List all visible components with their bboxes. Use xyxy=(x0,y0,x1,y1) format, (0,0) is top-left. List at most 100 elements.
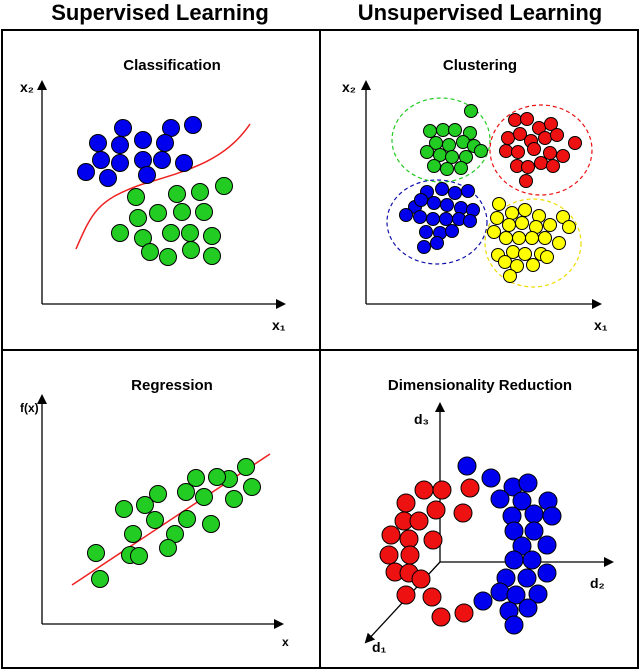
regression-point-green xyxy=(202,515,220,533)
clustering-point-yellow xyxy=(487,225,501,239)
unsupervised-learning-header: Unsupervised Learning xyxy=(357,0,603,25)
dimensionality-point-blue xyxy=(506,585,526,605)
dimensionality-point-red xyxy=(422,587,442,607)
clustering-point-yellow xyxy=(490,211,504,225)
clustering-point-red xyxy=(568,136,582,150)
classification-point-green xyxy=(173,203,191,221)
clustering-point-red xyxy=(544,117,558,131)
clustering-point-yellow xyxy=(498,255,512,269)
clustering-point-blue xyxy=(413,210,427,224)
regression-point-green xyxy=(243,478,261,496)
clustering-point-blue xyxy=(435,182,449,196)
green-cluster-boundary xyxy=(391,97,491,183)
clustering-point-red xyxy=(501,131,515,145)
regression-point-green xyxy=(225,490,243,508)
dimensionality-point-blue xyxy=(537,563,557,583)
classification-point-blue xyxy=(77,163,95,181)
clustering-point-green xyxy=(427,159,441,173)
dimensionality-panel: Dimensionality Reduction d₃ d₂ d₁ xyxy=(364,377,614,655)
clustering-point-yellow xyxy=(510,259,524,273)
classification-point-blue xyxy=(153,151,171,169)
clustering-point-yellow xyxy=(503,269,517,283)
dimensionality-point-blue xyxy=(512,491,532,511)
dimensionality-point-red xyxy=(399,529,419,549)
classification-point-green xyxy=(168,185,186,203)
regression-point-green xyxy=(124,525,142,543)
dimensionality-point-red xyxy=(414,480,434,500)
dimensionality-point-red xyxy=(411,569,431,589)
clustering-point-red xyxy=(546,159,560,173)
dimensionality-point-blue xyxy=(542,506,562,526)
classification-point-blue xyxy=(134,131,152,149)
clustering-point-green xyxy=(464,104,478,118)
d1-label: d₁ xyxy=(372,639,387,655)
classification-point-green xyxy=(191,183,209,201)
regression-point-green xyxy=(130,547,148,565)
regression-title: Regression xyxy=(131,377,213,394)
regression-point-green xyxy=(136,496,154,514)
clustering-point-yellow xyxy=(538,231,552,245)
regression-point-green xyxy=(178,510,196,528)
clustering-point-yellow xyxy=(492,197,506,211)
clustering-point-blue xyxy=(440,198,454,212)
dimensionality-point-red xyxy=(426,500,446,520)
dimensionality-point-blue xyxy=(504,550,524,570)
classification-point-blue xyxy=(111,154,129,172)
clustering-point-red xyxy=(521,160,535,174)
clustering-panel: Clustering x₂ x₁ xyxy=(342,57,608,333)
regression-point-green xyxy=(115,500,133,518)
clustering-point-blue xyxy=(414,193,428,207)
dimensionality-point-blue xyxy=(524,504,544,524)
regression-panel: Regression f(x) x xyxy=(20,377,289,649)
classification-point-blue xyxy=(89,134,107,152)
dimensionality-title: Dimensionality Reduction xyxy=(388,377,572,394)
clustering-point-red xyxy=(543,146,557,160)
clustering-point-blue xyxy=(430,236,444,250)
classification-panel: Classification x₂ x₁ xyxy=(20,57,286,333)
clustering-point-red xyxy=(520,112,534,126)
clustering-point-blue xyxy=(399,208,413,222)
classification-point-blue xyxy=(162,119,180,137)
clustering-point-blue xyxy=(448,186,462,200)
regression-x-label: x xyxy=(282,635,289,649)
dimensionality-point-blue xyxy=(528,584,548,604)
dimensionality-point-blue xyxy=(481,468,501,488)
dimensionality-point-red xyxy=(409,511,429,531)
dimensionality-point-blue xyxy=(504,521,524,541)
clustering-point-green xyxy=(436,123,450,137)
classification-point-blue xyxy=(92,151,110,169)
clustering-point-yellow xyxy=(540,250,554,264)
clustering-point-blue xyxy=(419,225,433,239)
dimensionality-point-blue xyxy=(457,456,477,476)
clustering-point-green xyxy=(420,145,434,159)
blue-cluster-boundary xyxy=(386,179,488,265)
classification-point-green xyxy=(195,203,213,221)
dimensionality-points xyxy=(379,456,562,635)
regression-point-green xyxy=(187,469,205,487)
regression-point-green xyxy=(87,544,105,562)
clustering-point-yellow xyxy=(518,247,532,261)
clustering-point-red xyxy=(511,145,525,159)
clustering-point-yellow xyxy=(499,231,513,245)
classification-point-blue xyxy=(111,136,129,154)
dimensionality-point-red xyxy=(396,493,416,513)
d3-label: d₃ xyxy=(414,411,429,427)
clustering-point-blue xyxy=(463,214,477,228)
classification-point-blue xyxy=(156,134,174,152)
decision-boundary-curve xyxy=(75,123,251,250)
regression-point-green xyxy=(159,539,177,557)
dimensionality-point-blue xyxy=(522,550,542,570)
clustering-point-yellow xyxy=(515,216,529,230)
clustering-point-yellow xyxy=(526,258,540,272)
regression-point-green xyxy=(149,485,167,503)
regression-point-green xyxy=(195,488,213,506)
clustering-point-red xyxy=(508,113,522,127)
clustering-title: Clustering xyxy=(443,57,517,74)
clustering-point-green xyxy=(445,150,459,164)
dimensionality-point-red xyxy=(460,478,480,498)
clustering-point-red xyxy=(556,149,570,163)
dimensionality-point-blue xyxy=(517,568,537,588)
classification-point-green xyxy=(111,224,129,242)
